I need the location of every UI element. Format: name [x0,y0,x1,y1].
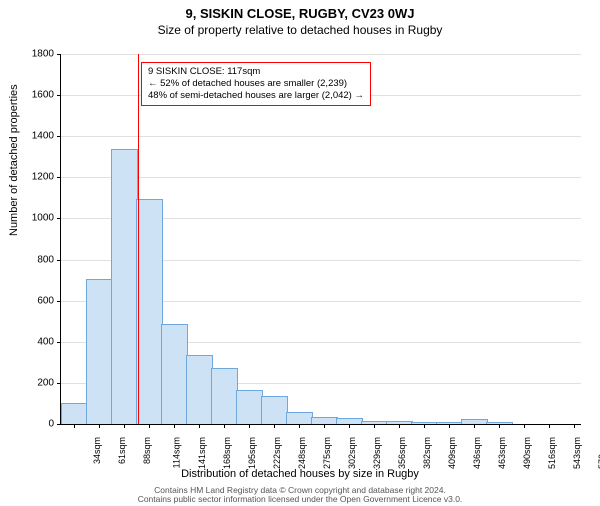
histogram-chart: 9 SISKIN CLOSE: 117sqm← 52% of detached … [60,54,580,424]
xtick-label: 409sqm [447,437,457,469]
xtick-mark [499,424,500,428]
ytick-label: 200 [14,377,54,388]
xtick-label: 516sqm [547,437,557,469]
ytick-label: 1600 [14,90,54,101]
histogram-bar [411,422,438,424]
xtick-label: 168sqm [222,437,232,469]
annotation-line: 9 SISKIN CLOSE: 117sqm [148,66,364,78]
xtick-mark [124,424,125,428]
xtick-mark [149,424,150,428]
xtick-label: 329sqm [372,437,382,469]
histogram-bar [361,421,388,424]
ytick-mark [57,95,61,96]
ytick-label: 1200 [14,172,54,183]
histogram-bar [86,279,113,424]
histogram-bar [136,199,163,424]
page-subtitle: Size of property relative to detached ho… [0,23,600,37]
ytick-label: 1800 [14,49,54,60]
ytick-mark [57,177,61,178]
footnote-line-2: Contains public sector information licen… [138,494,463,504]
xtick-mark [474,424,475,428]
histogram-bar [61,403,88,424]
ytick-label: 800 [14,254,54,265]
xtick-mark [224,424,225,428]
xtick-label: 141sqm [197,437,207,469]
xtick-label: 222sqm [272,437,282,469]
xtick-label: 88sqm [142,437,152,464]
annotation-line: ← 52% of detached houses are smaller (2,… [148,78,364,90]
xtick-mark [399,424,400,428]
histogram-bar [111,149,138,424]
histogram-bar [261,396,288,424]
xtick-mark [424,424,425,428]
xtick-label: 356sqm [397,437,407,469]
annotation-box: 9 SISKIN CLOSE: 117sqm← 52% of detached … [141,62,371,106]
xtick-mark [199,424,200,428]
xtick-label: 114sqm [171,437,181,468]
ytick-mark [57,136,61,137]
histogram-bar [311,417,338,424]
histogram-bar [336,418,363,424]
histogram-bar [211,368,238,425]
ytick-label: 600 [14,295,54,306]
xtick-mark [574,424,575,428]
plot-area: 9 SISKIN CLOSE: 117sqm← 52% of detached … [60,54,581,425]
xtick-mark [449,424,450,428]
xtick-label: 61sqm [117,437,127,464]
xtick-label: 34sqm [92,437,102,464]
ytick-label: 0 [14,419,54,430]
histogram-bar [161,324,188,424]
xtick-mark [324,424,325,428]
ytick-mark [57,301,61,302]
page-title: 9, SISKIN CLOSE, RUGBY, CV23 0WJ [0,6,600,21]
xtick-label: 195sqm [247,437,257,469]
ytick-mark [57,260,61,261]
annotation-line: 48% of semi-detached houses are larger (… [148,90,364,102]
ytick-mark [57,218,61,219]
xtick-mark [174,424,175,428]
ytick-mark [57,342,61,343]
xtick-mark [74,424,75,428]
gridline [61,54,581,55]
xtick-label: 463sqm [497,437,507,469]
xtick-mark [524,424,525,428]
histogram-bar [386,421,413,424]
histogram-bar [236,390,263,424]
xtick-label: 543sqm [572,437,582,469]
xtick-label: 570sqm [597,437,600,469]
xtick-label: 248sqm [297,437,307,469]
histogram-bar [286,412,313,424]
ytick-mark [57,383,61,384]
xtick-mark [99,424,100,428]
xtick-label: 275sqm [322,437,332,469]
ytick-label: 1000 [14,213,54,224]
xtick-mark [374,424,375,428]
xtick-mark [349,424,350,428]
gridline [61,136,581,137]
histogram-bar [186,355,213,424]
xtick-mark [549,424,550,428]
ytick-mark [57,54,61,55]
footnote: Contains HM Land Registry data © Crown c… [0,486,600,505]
xtick-label: 302sqm [347,437,357,469]
ytick-label: 400 [14,336,54,347]
xtick-label: 490sqm [522,437,532,469]
xtick-mark [274,424,275,428]
gridline [61,177,581,178]
histogram-bar [486,422,513,424]
ytick-mark [57,424,61,425]
xtick-label: 436sqm [472,437,482,469]
x-axis-label: Distribution of detached houses by size … [0,468,600,480]
xtick-mark [299,424,300,428]
histogram-bar [436,422,463,424]
xtick-label: 382sqm [422,437,432,469]
xtick-mark [249,424,250,428]
ytick-label: 1400 [14,131,54,142]
property-marker-line [138,54,139,424]
histogram-bar [461,419,488,424]
